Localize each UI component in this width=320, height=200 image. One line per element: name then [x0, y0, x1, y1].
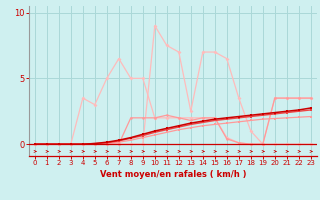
- X-axis label: Vent moyen/en rafales ( km/h ): Vent moyen/en rafales ( km/h ): [100, 170, 246, 179]
